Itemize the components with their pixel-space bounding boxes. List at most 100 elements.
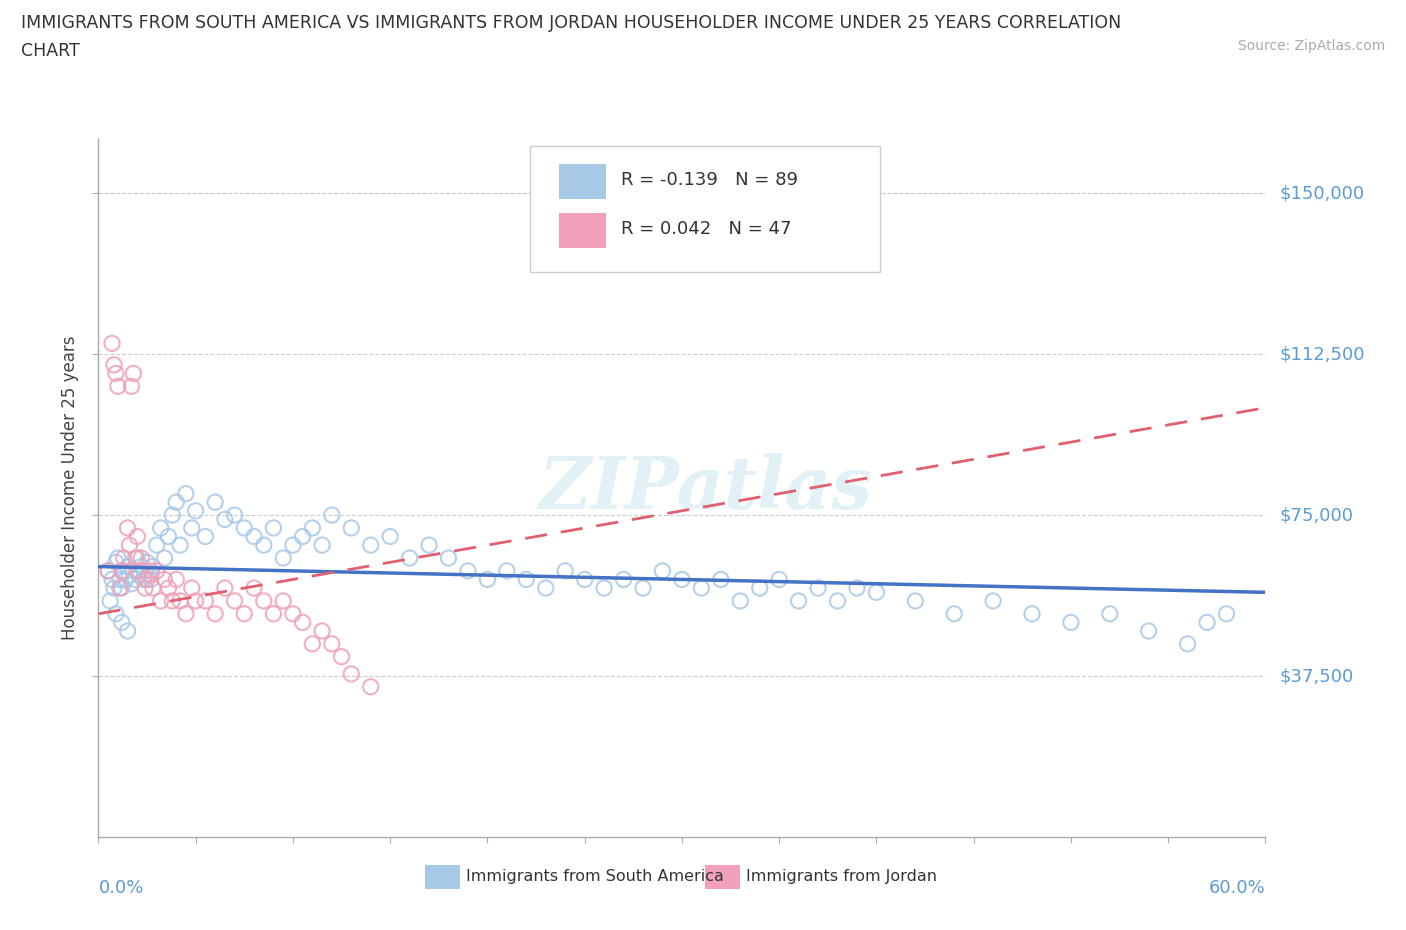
Point — [311, 538, 333, 552]
Point — [807, 580, 830, 595]
Point — [136, 555, 159, 570]
Point — [117, 521, 139, 536]
Point — [262, 606, 284, 621]
Point — [194, 529, 217, 544]
Point — [827, 593, 849, 608]
Point — [149, 593, 172, 608]
Point — [554, 564, 576, 578]
Point — [321, 508, 343, 523]
Text: Immigrants from South America: Immigrants from South America — [465, 870, 724, 884]
Text: R = -0.139   N = 89: R = -0.139 N = 89 — [621, 171, 799, 189]
Point — [204, 606, 226, 621]
Point — [271, 551, 294, 565]
Point — [437, 551, 460, 565]
FancyBboxPatch shape — [560, 213, 606, 247]
Point — [981, 593, 1004, 608]
Point — [169, 593, 191, 608]
Point — [340, 521, 363, 536]
Point — [138, 567, 160, 582]
Text: ZIPatlas: ZIPatlas — [538, 453, 872, 524]
FancyBboxPatch shape — [530, 147, 880, 272]
Point — [748, 580, 770, 595]
Point — [108, 580, 131, 595]
Point — [146, 564, 169, 578]
Point — [121, 379, 143, 393]
Point — [124, 551, 146, 565]
Point — [127, 529, 149, 544]
Point — [943, 606, 966, 621]
Point — [214, 580, 236, 595]
Point — [253, 593, 276, 608]
Point — [118, 567, 141, 582]
Point — [1195, 615, 1218, 630]
Y-axis label: Householder Income Under 25 years: Householder Income Under 25 years — [60, 336, 79, 641]
Point — [1137, 623, 1160, 638]
Point — [124, 572, 146, 587]
Point — [690, 580, 713, 595]
Point — [112, 564, 135, 578]
Point — [180, 580, 202, 595]
Point — [1021, 606, 1043, 621]
Text: $75,000: $75,000 — [1279, 506, 1354, 525]
Point — [787, 593, 810, 608]
Point — [398, 551, 420, 565]
Point — [865, 585, 887, 600]
Point — [157, 580, 180, 595]
Point — [321, 636, 343, 651]
Point — [224, 593, 246, 608]
Text: CHART: CHART — [21, 42, 80, 60]
Point — [534, 580, 557, 595]
Point — [184, 503, 207, 518]
Point — [149, 521, 172, 536]
Point — [139, 572, 162, 587]
Point — [111, 564, 134, 578]
Point — [103, 357, 125, 372]
Point — [180, 521, 202, 536]
Point — [162, 593, 184, 608]
Point — [107, 379, 129, 393]
Point — [1098, 606, 1121, 621]
Point — [360, 679, 382, 694]
Point — [311, 623, 333, 638]
Point — [301, 521, 323, 536]
Point — [224, 508, 246, 523]
Point — [153, 572, 176, 587]
Point — [301, 636, 323, 651]
Point — [114, 572, 136, 587]
Point — [651, 564, 673, 578]
Point — [340, 667, 363, 682]
Point — [378, 529, 402, 544]
Point — [112, 551, 135, 565]
Point — [243, 580, 266, 595]
Point — [122, 366, 145, 381]
Point — [243, 529, 266, 544]
Point — [129, 559, 152, 574]
Point — [162, 508, 184, 523]
Point — [360, 538, 382, 552]
Point — [129, 551, 152, 565]
Point — [157, 529, 180, 544]
Point — [291, 615, 314, 630]
Point — [104, 606, 127, 621]
Text: 0.0%: 0.0% — [98, 879, 143, 897]
Point — [593, 580, 616, 595]
Point — [134, 580, 156, 595]
Text: Immigrants from Jordan: Immigrants from Jordan — [747, 870, 936, 884]
Point — [127, 551, 149, 565]
Point — [515, 572, 537, 587]
Point — [768, 572, 790, 587]
Point — [165, 495, 187, 510]
Point — [134, 564, 156, 578]
Text: Source: ZipAtlas.com: Source: ZipAtlas.com — [1237, 39, 1385, 53]
FancyBboxPatch shape — [706, 865, 741, 889]
Text: $37,500: $37,500 — [1279, 667, 1354, 685]
Point — [117, 559, 139, 574]
Point — [1177, 636, 1199, 651]
Point — [574, 572, 596, 587]
Text: $112,500: $112,500 — [1279, 345, 1365, 363]
Point — [631, 580, 654, 595]
Point — [174, 486, 197, 501]
Point — [495, 564, 517, 578]
Point — [121, 577, 143, 591]
Point — [291, 529, 314, 544]
